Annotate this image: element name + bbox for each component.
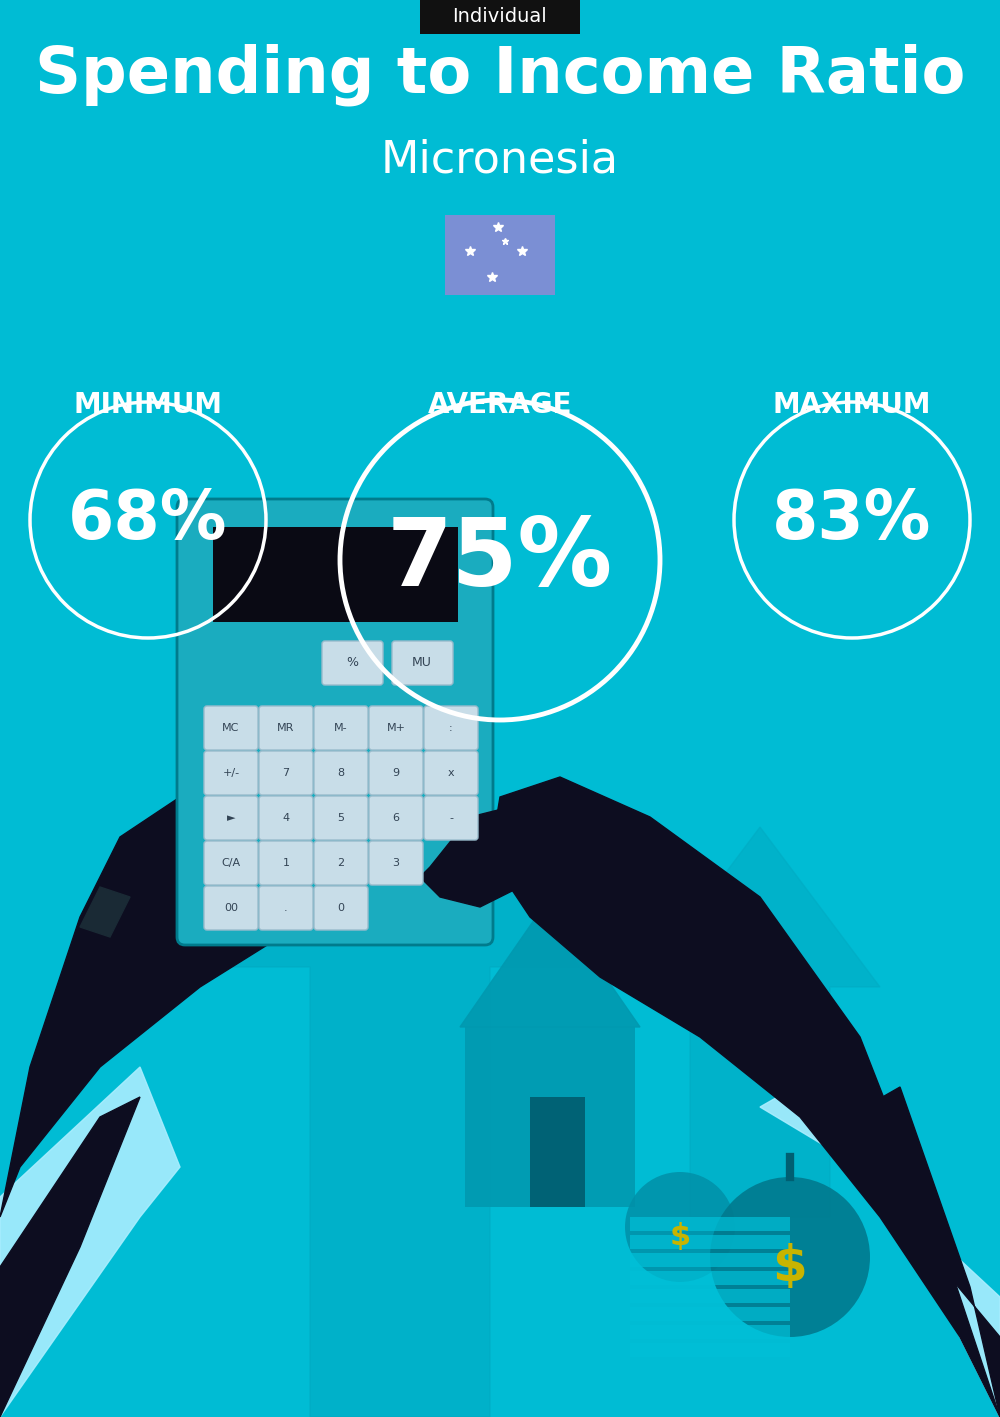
Text: MU: MU [412,656,432,669]
Bar [630,1289,790,1304]
Bar [630,1306,790,1321]
Bar [213,555,458,565]
Bar [213,527,458,622]
Bar [213,584,458,594]
Polygon shape [460,897,640,1027]
Polygon shape [490,777,1000,1417]
FancyBboxPatch shape [314,751,368,795]
FancyBboxPatch shape [424,706,478,750]
FancyBboxPatch shape [204,886,258,930]
Text: MAXIMUM: MAXIMUM [773,391,931,419]
FancyBboxPatch shape [204,842,258,886]
Polygon shape [420,808,540,907]
Text: $: $ [773,1243,807,1291]
FancyBboxPatch shape [204,706,258,750]
FancyBboxPatch shape [314,842,368,886]
Text: 0: 0 [338,903,344,913]
FancyBboxPatch shape [369,796,423,840]
Text: MC: MC [222,723,240,733]
Polygon shape [640,828,880,1217]
FancyBboxPatch shape [177,499,493,945]
Text: MINIMUM: MINIMUM [74,391,222,419]
FancyBboxPatch shape [392,640,453,684]
Text: M+: M+ [386,723,406,733]
Text: x: x [448,768,454,778]
FancyBboxPatch shape [204,751,258,795]
FancyBboxPatch shape [314,796,368,840]
Polygon shape [830,1087,1000,1417]
Polygon shape [0,1067,180,1417]
Text: %: % [346,656,358,669]
Text: 83%: 83% [772,487,932,553]
Text: C/A: C/A [221,859,241,869]
FancyBboxPatch shape [424,796,478,840]
Text: $: $ [669,1223,691,1251]
Bar [630,1343,790,1357]
Circle shape [625,1172,735,1282]
Text: 9: 9 [392,768,400,778]
Text: Spending to Income Ratio: Spending to Income Ratio [35,44,965,106]
Text: 00: 00 [224,903,238,913]
Text: AVERAGE: AVERAGE [428,391,572,419]
Bar [630,1253,790,1267]
Text: :: : [449,723,453,733]
Bar [213,565,458,574]
FancyBboxPatch shape [314,886,368,930]
FancyBboxPatch shape [314,706,368,750]
Polygon shape [220,747,580,1417]
FancyBboxPatch shape [420,0,580,34]
FancyBboxPatch shape [369,842,423,886]
FancyBboxPatch shape [259,706,313,750]
Bar [213,604,458,612]
Text: 3: 3 [392,859,400,869]
Text: Micronesia: Micronesia [381,139,619,181]
Text: ►: ► [227,813,235,823]
Bar [630,1217,790,1231]
Bar [213,574,458,584]
FancyBboxPatch shape [369,751,423,795]
Bar [630,1236,790,1248]
Bar [530,1097,585,1207]
Text: M-: M- [334,723,348,733]
Text: 68%: 68% [68,487,228,553]
FancyBboxPatch shape [369,706,423,750]
Bar [465,1027,635,1207]
Circle shape [710,1178,870,1338]
FancyBboxPatch shape [259,796,313,840]
Polygon shape [760,1067,1000,1417]
Text: 7: 7 [282,768,290,778]
Bar [630,1325,790,1339]
FancyBboxPatch shape [259,751,313,795]
Polygon shape [0,1097,140,1417]
Text: Individual: Individual [453,7,547,27]
FancyBboxPatch shape [424,751,478,795]
Bar [615,927,635,988]
Bar [213,612,458,622]
Text: 6: 6 [392,813,400,823]
Polygon shape [0,757,310,1217]
FancyBboxPatch shape [445,215,555,295]
Text: MR: MR [277,723,295,733]
Text: 1: 1 [283,859,290,869]
Text: 2: 2 [337,859,345,869]
Bar [630,1271,790,1285]
Polygon shape [80,887,130,937]
Bar [213,546,458,555]
Text: +/-: +/- [222,768,240,778]
Bar [213,594,458,604]
Text: -: - [449,813,453,823]
Text: 8: 8 [337,768,345,778]
FancyBboxPatch shape [259,886,313,930]
Text: 4: 4 [282,813,290,823]
FancyBboxPatch shape [322,640,383,684]
FancyBboxPatch shape [259,842,313,886]
Bar [213,537,458,546]
Text: 75%: 75% [387,514,613,606]
Text: 5: 5 [338,813,344,823]
FancyBboxPatch shape [204,796,258,840]
Bar [213,527,458,537]
Text: .: . [284,903,288,913]
